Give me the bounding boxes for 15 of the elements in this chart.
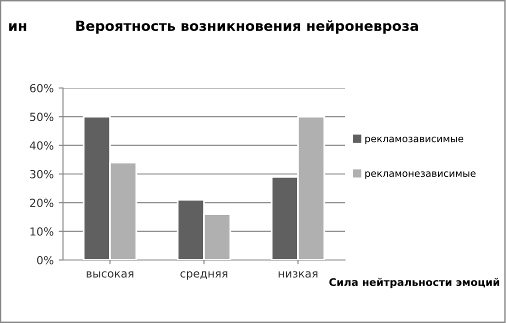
y-tick-label: 50%: [30, 112, 54, 122]
y-tick-label: 30%: [30, 170, 54, 178]
y-tick-label: 60%: [30, 84, 54, 92]
x-axis-title: Сила нейтральности эмоций: [329, 278, 500, 288]
y-tick-label: 10%: [30, 227, 54, 236]
legend-label: рекламозависимые: [365, 136, 464, 144]
x-tick-label: высокая: [86, 271, 134, 278]
y-axis-title: ин: [9, 23, 26, 31]
chart-title: Вероятность возникновения нейроневроза: [76, 20, 418, 34]
x-tick-label: низкая: [278, 271, 318, 278]
legend-label: рекламонезависимые: [365, 171, 476, 179]
y-tick-label: 20%: [30, 198, 54, 208]
y-tick-label: 40%: [30, 141, 54, 150]
y-tick-label: 0%: [37, 256, 54, 264]
x-tick-label: средняя: [180, 271, 228, 280]
